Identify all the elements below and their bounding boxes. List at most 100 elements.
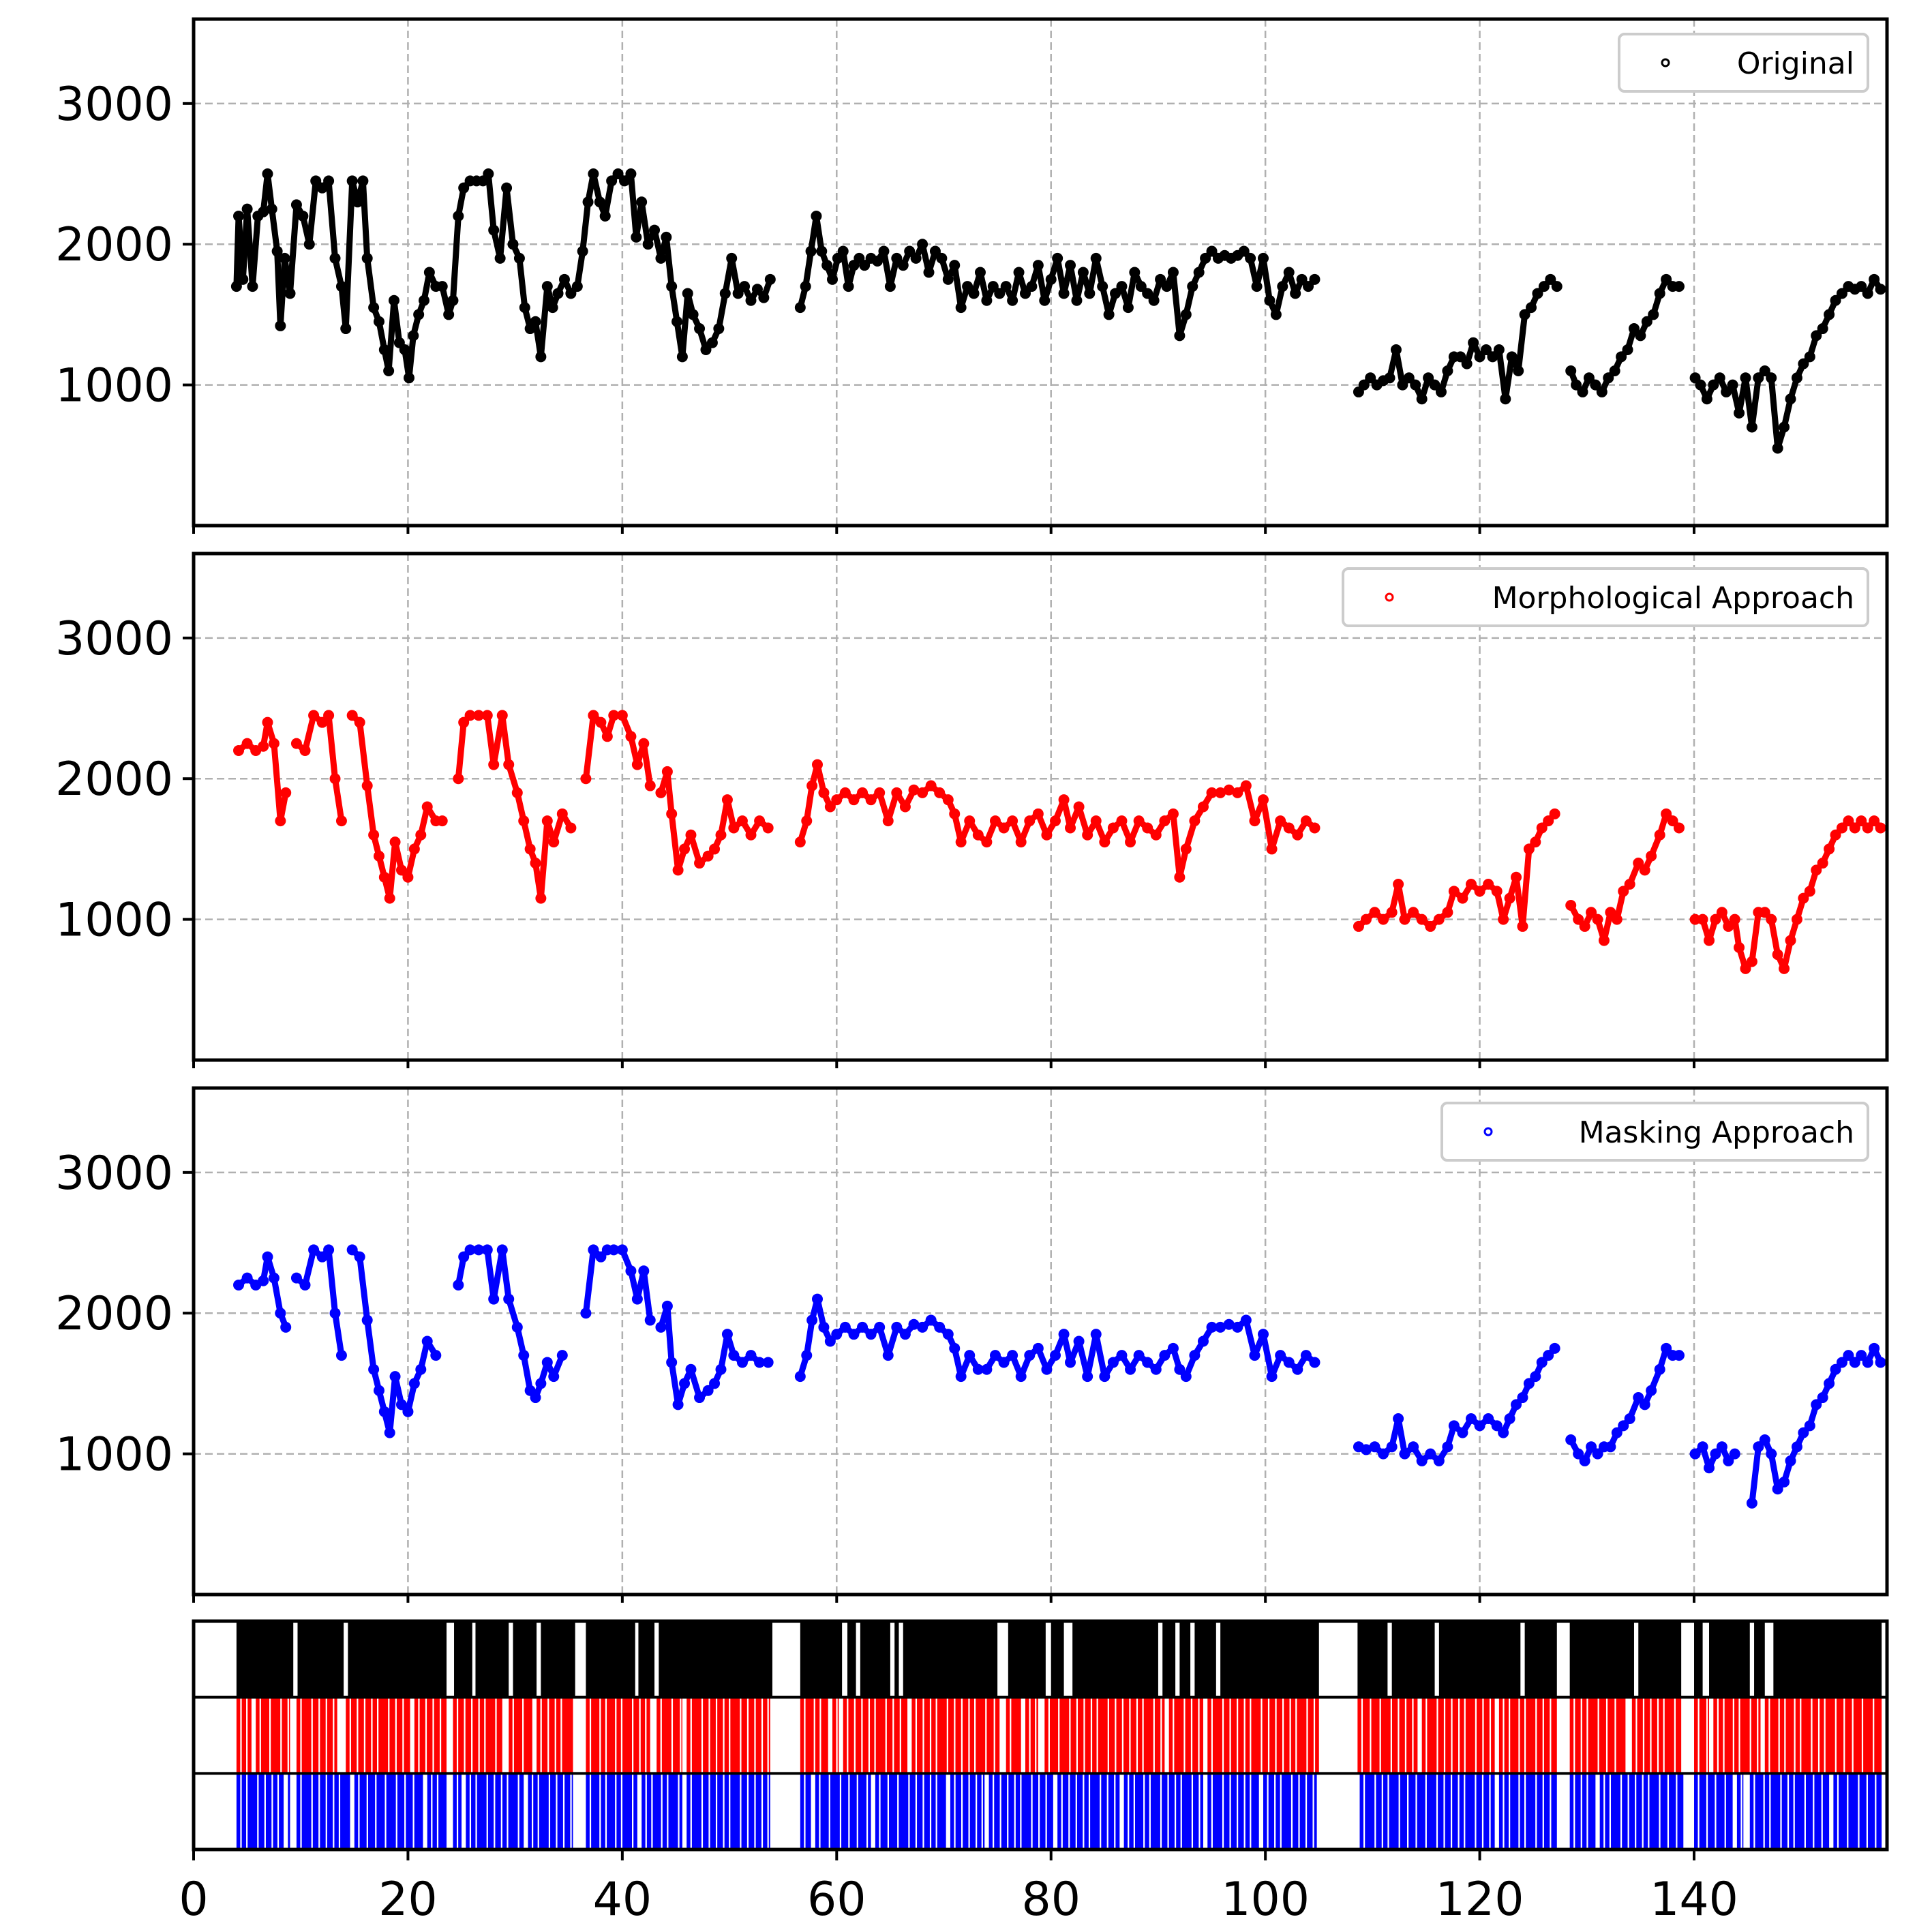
raster-gap — [1635, 1773, 1637, 1850]
point-trail — [679, 290, 691, 360]
raster-gap — [740, 1697, 742, 1774]
raster-gap — [1769, 1773, 1771, 1850]
raster-gap — [1451, 1697, 1453, 1774]
raster-gap — [605, 1697, 607, 1774]
raster-gap — [439, 1697, 442, 1774]
raster-gap — [1031, 1773, 1033, 1850]
point-trail — [286, 201, 300, 297]
data-point — [1674, 1350, 1685, 1361]
raster-gap — [371, 1697, 373, 1774]
raster-gap — [1542, 1697, 1544, 1774]
grid — [194, 19, 1887, 526]
raster-gap — [1875, 1773, 1877, 1850]
raster-gap — [1387, 1773, 1389, 1850]
raster-segment — [686, 1697, 770, 1774]
raster-gap — [1243, 1697, 1246, 1774]
raster-segment — [1754, 1621, 1765, 1697]
raster-segment — [1773, 1621, 1882, 1697]
raster-gap — [1029, 1697, 1031, 1774]
raster-gap — [746, 1697, 749, 1774]
raster-gap — [1143, 1773, 1145, 1850]
raster-gap — [848, 1773, 850, 1850]
raster-gap — [1768, 1697, 1770, 1774]
raster-gap — [1732, 1697, 1734, 1774]
raster-gaps — [240, 1773, 1877, 1850]
raster-gap — [1706, 1697, 1708, 1774]
raster-gap — [620, 1773, 623, 1850]
data-point — [644, 780, 656, 791]
raster-gap — [1243, 1773, 1246, 1850]
raster-gap — [1160, 1697, 1162, 1774]
point-trail — [1393, 346, 1406, 389]
raster-gap — [885, 1697, 887, 1774]
point-trail — [1170, 269, 1183, 339]
raster-gap — [973, 1697, 976, 1774]
raster-gap — [1436, 1697, 1438, 1774]
raster-gap — [729, 1697, 731, 1774]
raster-gap — [1787, 1773, 1790, 1850]
raster-segment — [1207, 1773, 1259, 1850]
point-trail — [499, 712, 512, 768]
raster-gap — [671, 1697, 674, 1774]
point-trail — [302, 1246, 317, 1288]
raster-gap — [1800, 1697, 1802, 1774]
raster-gap — [1535, 1697, 1537, 1774]
legend-label: Masking Approach — [1579, 1115, 1854, 1150]
point-trail — [364, 783, 377, 839]
raster-gap — [1524, 1773, 1526, 1850]
raster-gap — [1824, 1697, 1826, 1774]
legend: Masking Approach — [1440, 1102, 1869, 1162]
raster-gap — [1738, 1697, 1740, 1774]
data-point — [762, 822, 774, 834]
raster-gap — [680, 1697, 682, 1774]
raster-gap — [887, 1773, 890, 1850]
raster-gap — [395, 1697, 397, 1774]
raster-gap — [1370, 1697, 1372, 1774]
raster-segment — [348, 1621, 447, 1697]
raster-gap — [922, 1773, 924, 1850]
data-point — [1875, 1357, 1886, 1368]
point-trail — [579, 198, 592, 255]
point-trail — [249, 213, 261, 290]
raster-gap — [1723, 1697, 1725, 1774]
raster-gap — [828, 1773, 830, 1850]
raster-gap — [507, 1773, 509, 1850]
raster-gap — [471, 1697, 473, 1774]
y-axis: 1000 2000 3000 — [55, 1147, 1696, 1603]
raster-segment — [414, 1697, 447, 1774]
raster-gap — [1398, 1697, 1400, 1774]
raster-gap — [425, 1697, 427, 1774]
raster-gap — [1173, 1697, 1175, 1774]
raster-gap — [1573, 1773, 1575, 1850]
raster-gap — [908, 1773, 910, 1850]
data-point — [436, 815, 448, 827]
raster-gap — [456, 1773, 459, 1850]
raster-gap — [1580, 1773, 1582, 1850]
raster-gap — [1757, 1697, 1759, 1774]
raster-gap — [708, 1773, 710, 1850]
raster-gap — [1489, 1773, 1491, 1850]
raster-gap — [537, 1773, 539, 1850]
raster-gap — [1811, 1697, 1813, 1774]
raster-segment — [815, 1773, 871, 1850]
raster-segment — [847, 1621, 856, 1697]
point-trail — [271, 1275, 284, 1316]
y-axis: 1000 2000 3000 — [55, 612, 1696, 1068]
raster-gap — [1667, 1773, 1670, 1850]
data-point — [565, 822, 577, 834]
raster-segment — [1498, 1697, 1557, 1774]
raster-gap — [1153, 1697, 1155, 1774]
point-trail — [1768, 916, 1781, 958]
raster-gap — [395, 1773, 397, 1850]
point-trail — [325, 1246, 339, 1316]
point-trail — [325, 712, 339, 782]
raster-segment — [800, 1621, 843, 1697]
raster-gap — [767, 1773, 769, 1850]
raster-gap — [404, 1773, 406, 1850]
point-trail — [449, 213, 462, 304]
raster-gap — [1083, 1773, 1085, 1850]
raster-gap — [767, 1697, 769, 1774]
raster-gap — [1211, 1697, 1213, 1774]
point-trail — [406, 332, 417, 381]
point-trail — [813, 213, 825, 255]
